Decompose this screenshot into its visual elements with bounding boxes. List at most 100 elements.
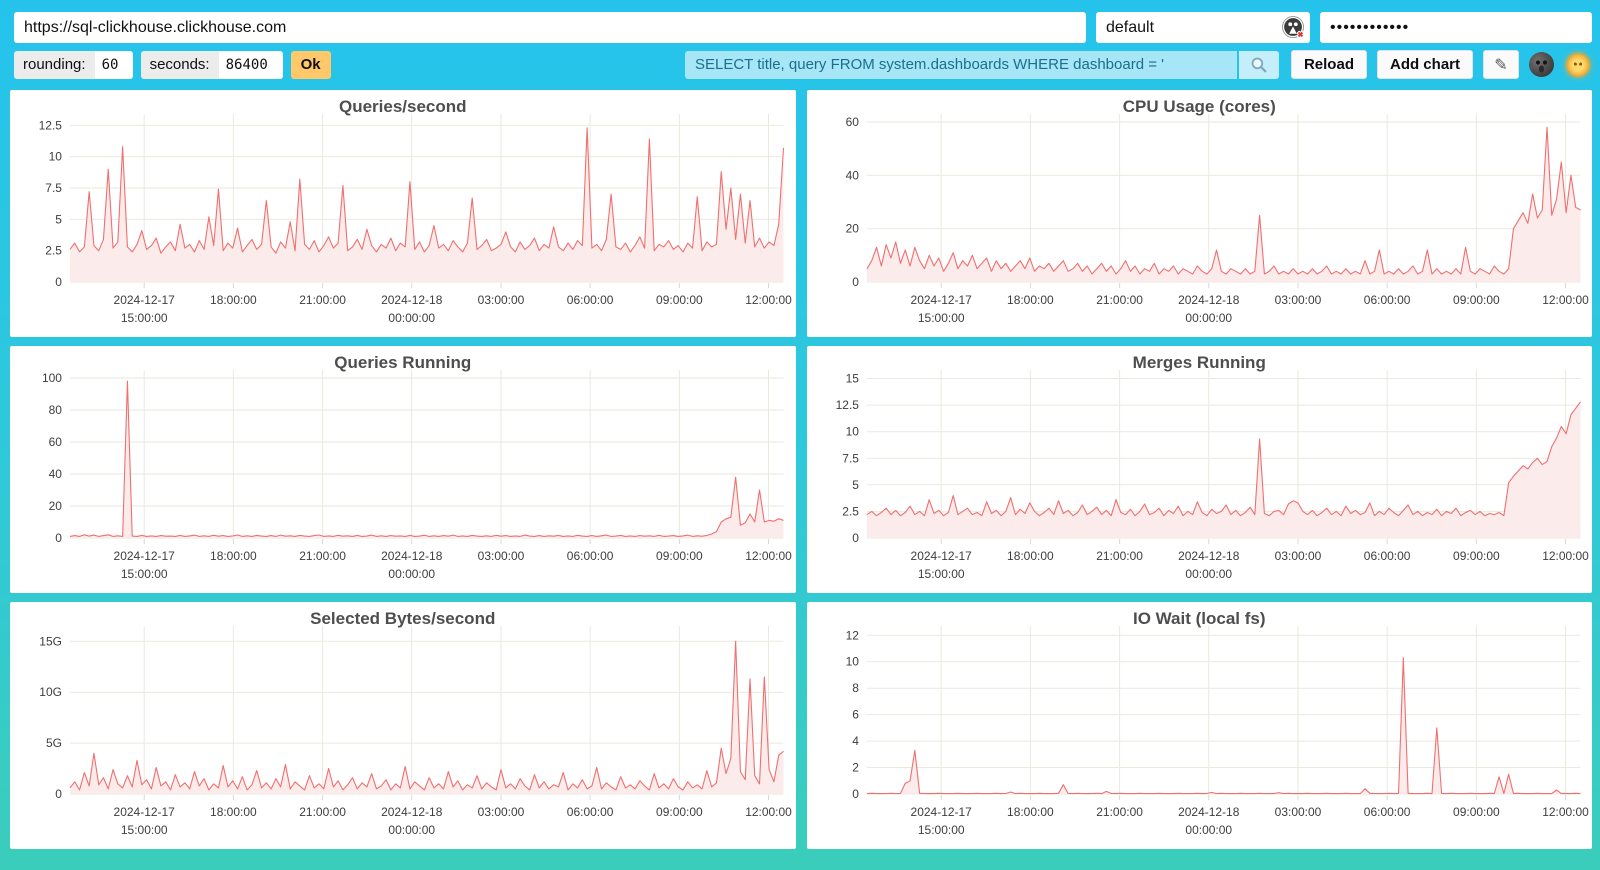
series-line bbox=[70, 641, 784, 790]
x-tick-label: 09:00:00 bbox=[1453, 293, 1500, 307]
x-tick-label: 2024-12-17 bbox=[114, 549, 176, 563]
chart-card-io-wait-local-fs: IO Wait (local fs)0246810122024-12-1715:… bbox=[807, 602, 1593, 849]
chart-card-merges-running: Merges Running02.557.51012.5152024-12-17… bbox=[807, 346, 1593, 593]
x-tick-label: 2024-12-17 bbox=[114, 805, 176, 819]
x-tick-label: 18:00:00 bbox=[1007, 805, 1054, 819]
x-tick-label: 21:00:00 bbox=[1096, 805, 1143, 819]
user-status-icon[interactable] bbox=[1282, 16, 1305, 39]
x-tick-label: 06:00:00 bbox=[1363, 549, 1410, 563]
y-tick-label: 5 bbox=[852, 478, 859, 492]
y-tick-label: 4 bbox=[852, 734, 859, 748]
x-tick-label: 2024-12-17 bbox=[910, 293, 972, 307]
y-tick-label: 15 bbox=[845, 371, 859, 385]
series-area bbox=[70, 381, 784, 538]
y-tick-label: 7.5 bbox=[45, 181, 62, 195]
x-tick-label: 00:00:00 bbox=[388, 567, 435, 581]
x-tick-label: 18:00:00 bbox=[210, 549, 257, 563]
x-tick-label: 09:00:00 bbox=[1453, 549, 1500, 563]
x-tick-label: 15:00:00 bbox=[121, 823, 168, 837]
y-tick-label: 6 bbox=[852, 708, 859, 722]
y-tick-label: 20 bbox=[845, 222, 859, 236]
y-tick-label: 2.5 bbox=[45, 244, 62, 258]
reload-button[interactable]: Reload bbox=[1291, 50, 1367, 79]
x-tick-label: 12:00:00 bbox=[1542, 805, 1589, 819]
server-url-input[interactable] bbox=[14, 12, 1086, 43]
series-area bbox=[866, 658, 1580, 794]
y-tick-label: 0 bbox=[852, 531, 859, 545]
user-field-wrap bbox=[1096, 12, 1310, 43]
rounding-field: rounding: bbox=[14, 51, 133, 79]
chart-plot-queries-running[interactable]: 0204060801002024-12-1715:00:0018:00:0021… bbox=[10, 346, 796, 593]
x-tick-label: 2024-12-18 bbox=[381, 293, 443, 307]
x-tick-label: 09:00:00 bbox=[656, 549, 703, 563]
chart-plot-io-wait-local-fs[interactable]: 0246810122024-12-1715:00:0018:00:0021:00… bbox=[807, 602, 1593, 849]
series-line bbox=[866, 658, 1580, 794]
y-tick-label: 2.5 bbox=[842, 504, 859, 518]
series-area bbox=[866, 402, 1580, 538]
x-tick-label: 06:00:00 bbox=[1363, 293, 1410, 307]
y-tick-label: 10 bbox=[845, 425, 859, 439]
password-input[interactable] bbox=[1320, 12, 1592, 43]
x-tick-label: 00:00:00 bbox=[388, 311, 435, 325]
x-tick-label: 18:00:00 bbox=[210, 293, 257, 307]
y-tick-label: 10G bbox=[39, 685, 62, 699]
y-tick-label: 40 bbox=[845, 168, 859, 182]
x-tick-label: 2024-12-17 bbox=[910, 549, 972, 563]
y-tick-label: 80 bbox=[49, 403, 63, 417]
x-tick-label: 18:00:00 bbox=[210, 805, 257, 819]
run-query-button[interactable] bbox=[1239, 51, 1279, 79]
edit-button[interactable]: ✎ bbox=[1483, 50, 1519, 79]
add-chart-button[interactable]: Add chart bbox=[1377, 50, 1473, 79]
seconds-field: seconds: bbox=[141, 51, 283, 79]
y-tick-label: 0 bbox=[55, 787, 62, 801]
x-tick-label: 03:00:00 bbox=[478, 805, 525, 819]
x-tick-label: 03:00:00 bbox=[1274, 293, 1321, 307]
dark-theme-moon-icon[interactable] bbox=[1529, 52, 1554, 77]
y-tick-label: 15G bbox=[39, 634, 62, 648]
dashboard-query-input[interactable] bbox=[685, 51, 1237, 79]
x-tick-label: 15:00:00 bbox=[917, 311, 964, 325]
series-area bbox=[70, 128, 784, 282]
x-tick-label: 03:00:00 bbox=[478, 293, 525, 307]
chart-card-queries-running: Queries Running0204060801002024-12-1715:… bbox=[10, 346, 796, 593]
x-tick-label: 00:00:00 bbox=[1185, 823, 1232, 837]
y-tick-label: 12.5 bbox=[39, 118, 63, 132]
rounding-input[interactable] bbox=[95, 51, 133, 79]
chart-card-cpu-usage-cores: CPU Usage (cores)02040602024-12-1715:00:… bbox=[807, 90, 1593, 337]
ok-button[interactable]: Ok bbox=[291, 51, 331, 79]
x-tick-label: 03:00:00 bbox=[478, 549, 525, 563]
seconds-label: seconds: bbox=[141, 51, 219, 79]
x-tick-label: 2024-12-17 bbox=[114, 293, 176, 307]
y-tick-label: 0 bbox=[55, 531, 62, 545]
x-tick-label: 12:00:00 bbox=[745, 805, 792, 819]
y-tick-label: 12 bbox=[845, 628, 859, 642]
x-tick-label: 2024-12-18 bbox=[1178, 293, 1240, 307]
series-line bbox=[70, 128, 784, 253]
x-tick-label: 12:00:00 bbox=[745, 549, 792, 563]
x-tick-label: 09:00:00 bbox=[656, 805, 703, 819]
y-tick-label: 5 bbox=[55, 212, 62, 226]
user-input[interactable] bbox=[1096, 12, 1310, 43]
y-tick-label: 0 bbox=[55, 275, 62, 289]
chart-plot-queries-second[interactable]: 02.557.51012.52024-12-1715:00:0018:00:00… bbox=[10, 90, 796, 337]
y-tick-label: 12.5 bbox=[835, 398, 859, 412]
x-tick-label: 12:00:00 bbox=[1542, 549, 1589, 563]
x-tick-label: 12:00:00 bbox=[1542, 293, 1589, 307]
chart-plot-cpu-usage-cores[interactable]: 02040602024-12-1715:00:0018:00:0021:00:0… bbox=[807, 90, 1593, 337]
y-tick-label: 2 bbox=[852, 760, 859, 774]
light-theme-sun-icon[interactable] bbox=[1567, 54, 1589, 76]
y-tick-label: 60 bbox=[845, 115, 859, 129]
x-tick-label: 21:00:00 bbox=[1096, 549, 1143, 563]
x-tick-label: 21:00:00 bbox=[299, 805, 346, 819]
x-tick-label: 00:00:00 bbox=[1185, 567, 1232, 581]
x-tick-label: 2024-12-18 bbox=[381, 805, 443, 819]
seconds-input[interactable] bbox=[219, 51, 283, 79]
chart-plot-selected-bytes-second[interactable]: 05G10G15G2024-12-1715:00:0018:00:0021:00… bbox=[10, 602, 796, 849]
x-tick-label: 03:00:00 bbox=[1274, 805, 1321, 819]
y-tick-label: 100 bbox=[42, 371, 62, 385]
x-tick-label: 15:00:00 bbox=[917, 823, 964, 837]
x-tick-label: 2024-12-17 bbox=[910, 805, 972, 819]
chart-card-selected-bytes-second: Selected Bytes/second05G10G15G2024-12-17… bbox=[10, 602, 796, 849]
chart-plot-merges-running[interactable]: 02.557.51012.5152024-12-1715:00:0018:00:… bbox=[807, 346, 1593, 593]
x-tick-label: 06:00:00 bbox=[567, 805, 614, 819]
